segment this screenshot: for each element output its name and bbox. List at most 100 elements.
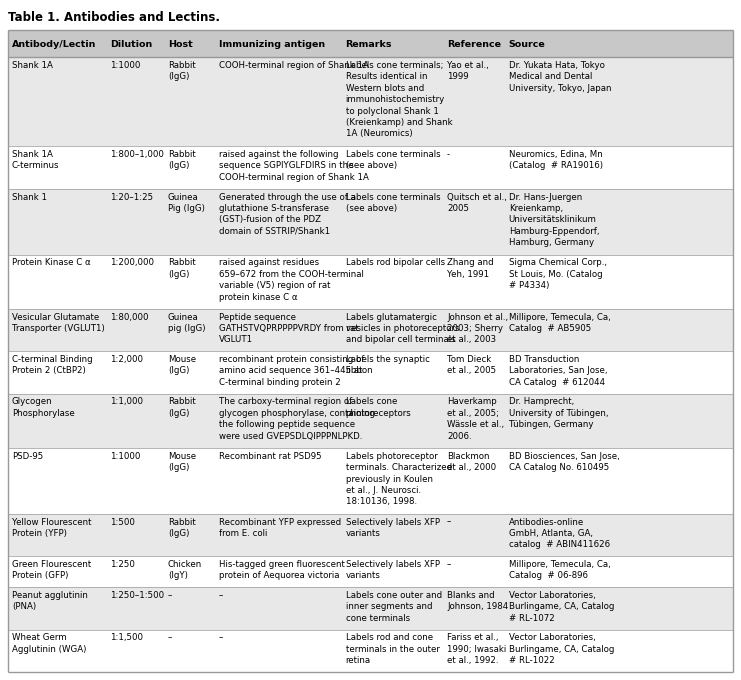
Text: Glycogen
Phosphorylase: Glycogen Phosphorylase [12,398,75,418]
Text: Labels glutamatergic
vesicles in photoreceptors
and bipolar cell terminals: Labels glutamatergic vesicles in photore… [345,313,459,345]
Bar [8,189,733,255]
Bar [8,394,733,448]
Text: Host: Host [168,40,193,49]
Text: Dilution: Dilution [110,40,152,49]
Text: Labels rod bipolar cells: Labels rod bipolar cells [345,258,445,267]
Text: 1:200,000: 1:200,000 [110,258,154,267]
Text: Rabbit
(IgG): Rabbit (IgG) [168,258,196,279]
Text: Labels cone
photoreceptors: Labels cone photoreceptors [345,398,411,418]
Bar [8,57,733,146]
Text: –: – [168,591,172,600]
Text: Yao et al.,
1999: Yao et al., 1999 [447,61,489,81]
Text: 1:2,000: 1:2,000 [110,355,143,364]
Bar [8,514,733,556]
Text: Haverkamp
et al., 2005;
Wässle et al.,
2006.: Haverkamp et al., 2005; Wässle et al., 2… [447,398,504,441]
Text: raised against the following
sequence SGPIYGLFDIRS in the
COOH-terminal region o: raised against the following sequence SG… [219,150,368,182]
Bar [8,587,733,630]
Bar [8,352,733,394]
Text: Mouse
(IgG): Mouse (IgG) [168,452,196,472]
Text: Labels cone terminals
(see above): Labels cone terminals (see above) [345,150,440,171]
Bar [8,309,733,352]
Text: –: – [447,560,451,569]
Text: Generated through the use of a
glutathione S-transferase
(GST)-fusion of the PDZ: Generated through the use of a glutathio… [219,192,356,236]
Text: Vesicular Glutamate
Transporter (VGLUT1): Vesicular Glutamate Transporter (VGLUT1) [12,313,104,333]
Text: Protein Kinase C α: Protein Kinase C α [12,258,90,267]
Text: Chicken
(IgY): Chicken (IgY) [168,560,202,581]
Text: Zhang and
Yeh, 1991: Zhang and Yeh, 1991 [447,258,494,279]
Text: Rabbit
(IgG): Rabbit (IgG) [168,61,196,81]
Text: Yellow Flourescent
Protein (YFP): Yellow Flourescent Protein (YFP) [12,517,91,538]
Text: PSD-95: PSD-95 [12,452,43,460]
Text: 1:250–1:500: 1:250–1:500 [110,591,164,600]
Text: C-terminal Binding
Protein 2 (CtBP2): C-terminal Binding Protein 2 (CtBP2) [12,355,93,375]
Text: BD Biosciences, San Jose,
CA Catalog No. 610495: BD Biosciences, San Jose, CA Catalog No.… [508,452,619,472]
Text: Labels cone terminals
(see above): Labels cone terminals (see above) [345,192,440,213]
Text: 1:500: 1:500 [110,517,135,526]
Text: Guinea
pig (IgG): Guinea pig (IgG) [168,313,205,333]
Text: Labels cone terminals;
Results identical in
Western blots and
immunohistochemist: Labels cone terminals; Results identical… [345,61,452,139]
Text: Millipore, Temecula, Ca,
Catalog  # AB5905: Millipore, Temecula, Ca, Catalog # AB590… [508,313,611,333]
Text: Johnson et al.,
2003; Sherry
et al., 2003: Johnson et al., 2003; Sherry et al., 200… [447,313,508,345]
Text: Rabbit
(IgG): Rabbit (IgG) [168,150,196,171]
Text: Labels cone outer and
inner segments and
cone terminals: Labels cone outer and inner segments and… [345,591,442,623]
Text: -: - [447,150,450,159]
Text: Quitsch et al.,
2005: Quitsch et al., 2005 [447,192,507,213]
Text: Remarks: Remarks [345,40,392,49]
Text: Dr. Hans-Juergen
Kreienkamp,
Universitätsklinikum
Hamburg-Eppendorf,
Hamburg, Ge: Dr. Hans-Juergen Kreienkamp, Universität… [508,192,599,248]
Text: Selectively labels XFP
variants: Selectively labels XFP variants [345,517,439,538]
Text: Peanut agglutinin
(PNA): Peanut agglutinin (PNA) [12,591,88,611]
Text: –: – [219,633,223,642]
Text: raised against residues
659–672 from the COOH-terminal
variable (V5) region of r: raised against residues 659–672 from the… [219,258,364,302]
Text: The carboxy-terminal region of
glycogen phosphorylase, containing
the following : The carboxy-terminal region of glycogen … [219,398,375,441]
Text: 1:1,000: 1:1,000 [110,398,143,407]
Text: Millipore, Temecula, Ca,
Catalog  # 06-896: Millipore, Temecula, Ca, Catalog # 06-89… [508,560,611,581]
Text: Vector Laboratories,
Burlingame, CA, Catalog
# RL-1072: Vector Laboratories, Burlingame, CA, Cat… [508,591,614,623]
Text: 1:20–1:25: 1:20–1:25 [110,192,153,201]
Text: Recombinant YFP expressed
from E. coli: Recombinant YFP expressed from E. coli [219,517,341,538]
Text: Peptide sequence
GATHSTVQPRPPPPVRDY from rat
VGLUT1: Peptide sequence GATHSTVQPRPPPPVRDY from… [219,313,358,345]
Bar [8,255,733,309]
Text: Source: Source [508,40,545,49]
Text: Rabbit
(IgG): Rabbit (IgG) [168,398,196,418]
Text: Neuromics, Edina, Mn
(Catalog  # RA19016): Neuromics, Edina, Mn (Catalog # RA19016) [508,150,602,171]
Text: Tom Dieck
et al., 2005: Tom Dieck et al., 2005 [447,355,496,375]
Text: 1:1000: 1:1000 [110,61,140,70]
Text: 1:80,000: 1:80,000 [110,313,148,322]
Text: Guinea
Pig (IgG): Guinea Pig (IgG) [168,192,205,213]
Text: Labels the synaptic
ribbon: Labels the synaptic ribbon [345,355,429,375]
Text: Dr. Hamprecht,
University of Tübingen,
Tübingen, Germany: Dr. Hamprecht, University of Tübingen, T… [508,398,608,429]
Text: 1:1,500: 1:1,500 [110,633,143,642]
Text: Recombinant rat PSD95: Recombinant rat PSD95 [219,452,322,460]
Text: Wheat Germ
Agglutinin (WGA): Wheat Germ Agglutinin (WGA) [12,633,87,653]
Text: 1:1000: 1:1000 [110,452,140,460]
Text: 1:800–1,000: 1:800–1,000 [110,150,164,159]
Text: –: – [447,517,451,526]
Bar [8,146,733,189]
Text: Antibody/Lectin: Antibody/Lectin [12,40,96,49]
Text: Labels rod and cone
terminals in the outer
retina: Labels rod and cone terminals in the out… [345,633,439,665]
Text: Shank 1: Shank 1 [12,192,47,201]
Text: –: – [168,633,172,642]
Text: Fariss et al.,
1990; Iwasaki
et al., 1992.: Fariss et al., 1990; Iwasaki et al., 199… [447,633,506,665]
Text: Green Flourescent
Protein (GFP): Green Flourescent Protein (GFP) [12,560,91,581]
Bar [8,30,733,57]
Text: Blanks and
Johnson, 1984: Blanks and Johnson, 1984 [447,591,508,611]
Text: Blackmon
et al., 2000: Blackmon et al., 2000 [447,452,496,472]
Text: Reference: Reference [447,40,501,49]
Text: Immunizing antigen: Immunizing antigen [219,40,325,49]
Text: recombinant protein consisting of
amino acid sequence 361–445 at
C-terminal bind: recombinant protein consisting of amino … [219,355,364,387]
Text: COOH-terminal region of Shank 1A: COOH-terminal region of Shank 1A [219,61,368,70]
Text: Mouse
(IgG): Mouse (IgG) [168,355,196,375]
Text: BD Transduction
Laboratories, San Jose,
CA Catalog  # 612044: BD Transduction Laboratories, San Jose, … [508,355,607,387]
Text: Rabbit
(IgG): Rabbit (IgG) [168,517,196,538]
Text: Labels photoreceptor
terminals. Characterized
previously in Koulen
et al., J. Ne: Labels photoreceptor terminals. Characte… [345,452,451,507]
Text: 1:250: 1:250 [110,560,135,569]
Text: Shank 1A
C-terminus: Shank 1A C-terminus [12,150,59,171]
Text: Shank 1A: Shank 1A [12,61,53,70]
Text: Selectively labels XFP
variants: Selectively labels XFP variants [345,560,439,581]
Bar [8,448,733,514]
Text: His-tagged green fluorescent
protein of Aequorea victoria: His-tagged green fluorescent protein of … [219,560,345,581]
Bar [8,630,733,672]
Text: Table 1. Antibodies and Lectins.: Table 1. Antibodies and Lectins. [8,11,220,24]
Text: –: – [219,591,223,600]
